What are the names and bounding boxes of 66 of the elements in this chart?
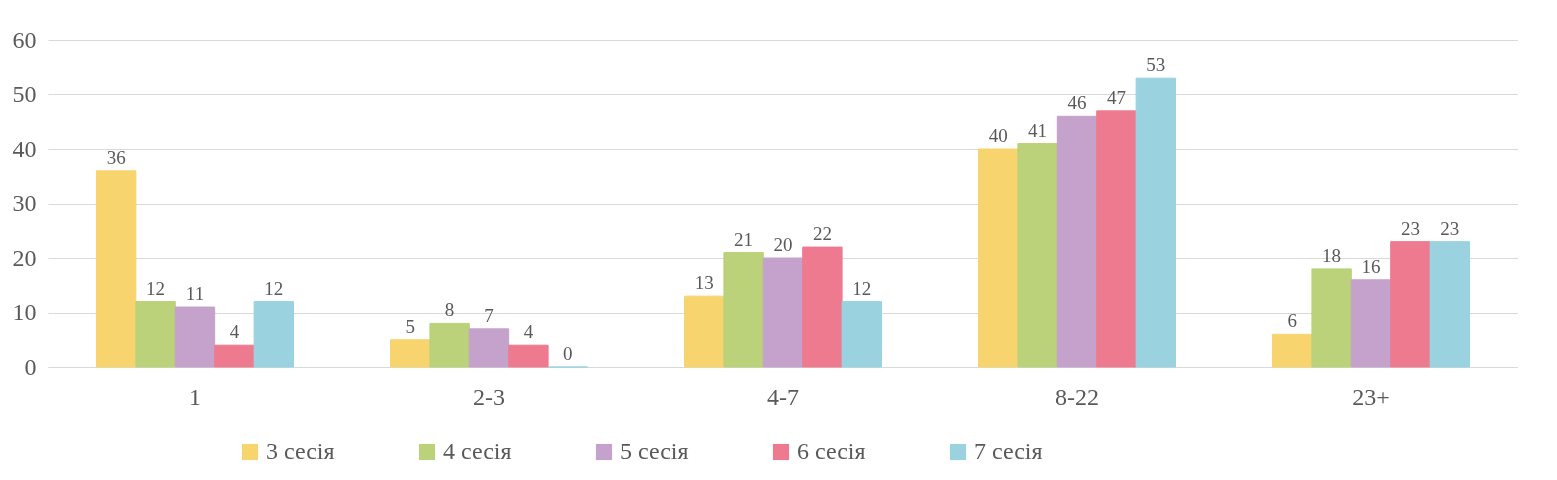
x-tick-label: 23+ [1352, 383, 1390, 410]
data-label: 53 [1146, 54, 1166, 76]
bar [1311, 268, 1352, 368]
data-label: 0 [563, 343, 573, 364]
data-label: 16 [1361, 255, 1381, 277]
bar [1272, 333, 1313, 368]
data-label: 20 [773, 234, 793, 255]
y-tick-label: 20 [12, 244, 37, 271]
y-tick-label: 50 [12, 81, 37, 107]
data-label: 12 [146, 277, 166, 299]
bar [390, 339, 431, 368]
y-tick-label: 0 [24, 353, 37, 380]
data-label: 23 [1400, 217, 1420, 239]
bar [96, 170, 137, 368]
bar [684, 295, 725, 368]
data-label: 41 [1028, 119, 1048, 141]
data-label: 12 [264, 277, 284, 299]
bar [429, 322, 470, 368]
data-label: 12 [852, 277, 872, 299]
data-label: 13 [694, 272, 714, 294]
y-tick-label: 60 [12, 26, 37, 53]
bar [174, 306, 216, 368]
x-tick-label: 8-22 [1055, 383, 1099, 410]
bar [135, 301, 176, 368]
data-label: 46 [1067, 92, 1087, 114]
bar [468, 328, 510, 368]
x-tick-label: 2-3 [473, 383, 505, 410]
x-tick-label: 4-7 [767, 383, 799, 410]
data-label: 4 [523, 321, 534, 343]
bar [1429, 241, 1470, 368]
legend-label: 7 сесія [974, 438, 1043, 464]
data-label: 8 [444, 299, 455, 321]
legend-label: 6 сесія [797, 438, 866, 464]
data-label: 40 [988, 125, 1008, 146]
y-tick-label: 40 [12, 135, 37, 162]
bar [508, 344, 549, 368]
bar [841, 301, 882, 368]
data-label: 36 [106, 146, 126, 168]
y-tick-label: 10 [12, 299, 37, 325]
bar [214, 344, 255, 368]
bar [1056, 115, 1098, 368]
x-tick-label: 1 [189, 383, 201, 410]
bar [762, 257, 804, 368]
legend-label: 5 сесія [620, 438, 689, 464]
data-label: 47 [1106, 86, 1126, 108]
bar [253, 301, 294, 368]
data-label: 21 [734, 228, 754, 250]
data-label: 7 [484, 304, 494, 326]
bar [802, 246, 843, 368]
data-label: 4 [229, 321, 240, 343]
legend-label: 4 сесія [443, 438, 512, 464]
data-label: 11 [185, 283, 205, 305]
bar [978, 148, 1019, 368]
bar [1390, 241, 1431, 368]
data-label: 6 [1287, 310, 1297, 332]
data-label: 18 [1322, 244, 1342, 266]
bar [1096, 110, 1137, 368]
data-label: 23 [1440, 217, 1460, 239]
data-label: 22 [812, 223, 832, 245]
bar [723, 252, 764, 368]
y-tick-label: 30 [12, 190, 37, 216]
legend-label: 3 сесія [266, 438, 335, 464]
bar [1017, 143, 1058, 368]
bar [1135, 77, 1176, 368]
data-label: 5 [405, 315, 415, 337]
bar [1350, 279, 1392, 368]
